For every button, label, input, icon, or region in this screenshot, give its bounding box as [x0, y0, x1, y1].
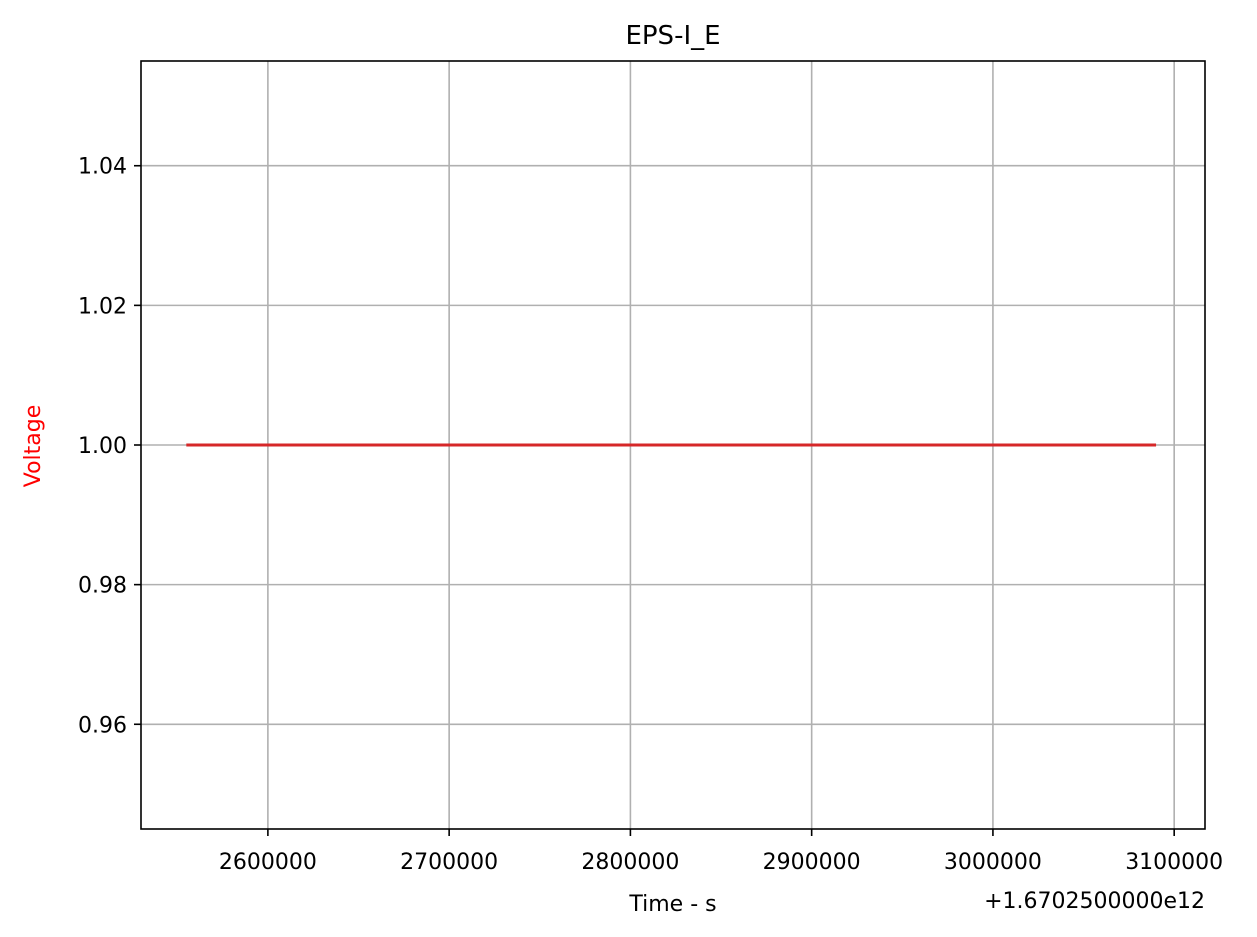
y-axis-label: Voltage — [21, 405, 46, 488]
y-tick-label: 1.02 — [78, 294, 127, 319]
x-ticks: 2600000 2700000 2800000 2900000 3000000 31000… — [219, 829, 1223, 875]
y-ticks: 0.96 0.98 1.00 1.02 1.04 — [78, 155, 141, 738]
x-axis-label: Time - s — [628, 892, 716, 917]
x-tick-label: 2900000 — [763, 850, 861, 875]
x-tick-label: 3000000 — [944, 850, 1042, 875]
x-tick-label: 2600000 — [219, 850, 317, 875]
x-offset-text: +1.6702500000e12 — [984, 889, 1205, 914]
y-tick-label: 0.98 — [78, 574, 127, 599]
chart-title: EPS-I_E — [625, 21, 720, 51]
x-tick-label: 2800000 — [581, 850, 679, 875]
y-tick-label: 1.00 — [78, 434, 127, 459]
y-tick-label: 0.96 — [78, 713, 127, 738]
x-tick-label: 2700000 — [400, 850, 498, 875]
x-tick-label: 3100000 — [1125, 850, 1223, 875]
y-tick-label: 1.04 — [78, 155, 127, 180]
